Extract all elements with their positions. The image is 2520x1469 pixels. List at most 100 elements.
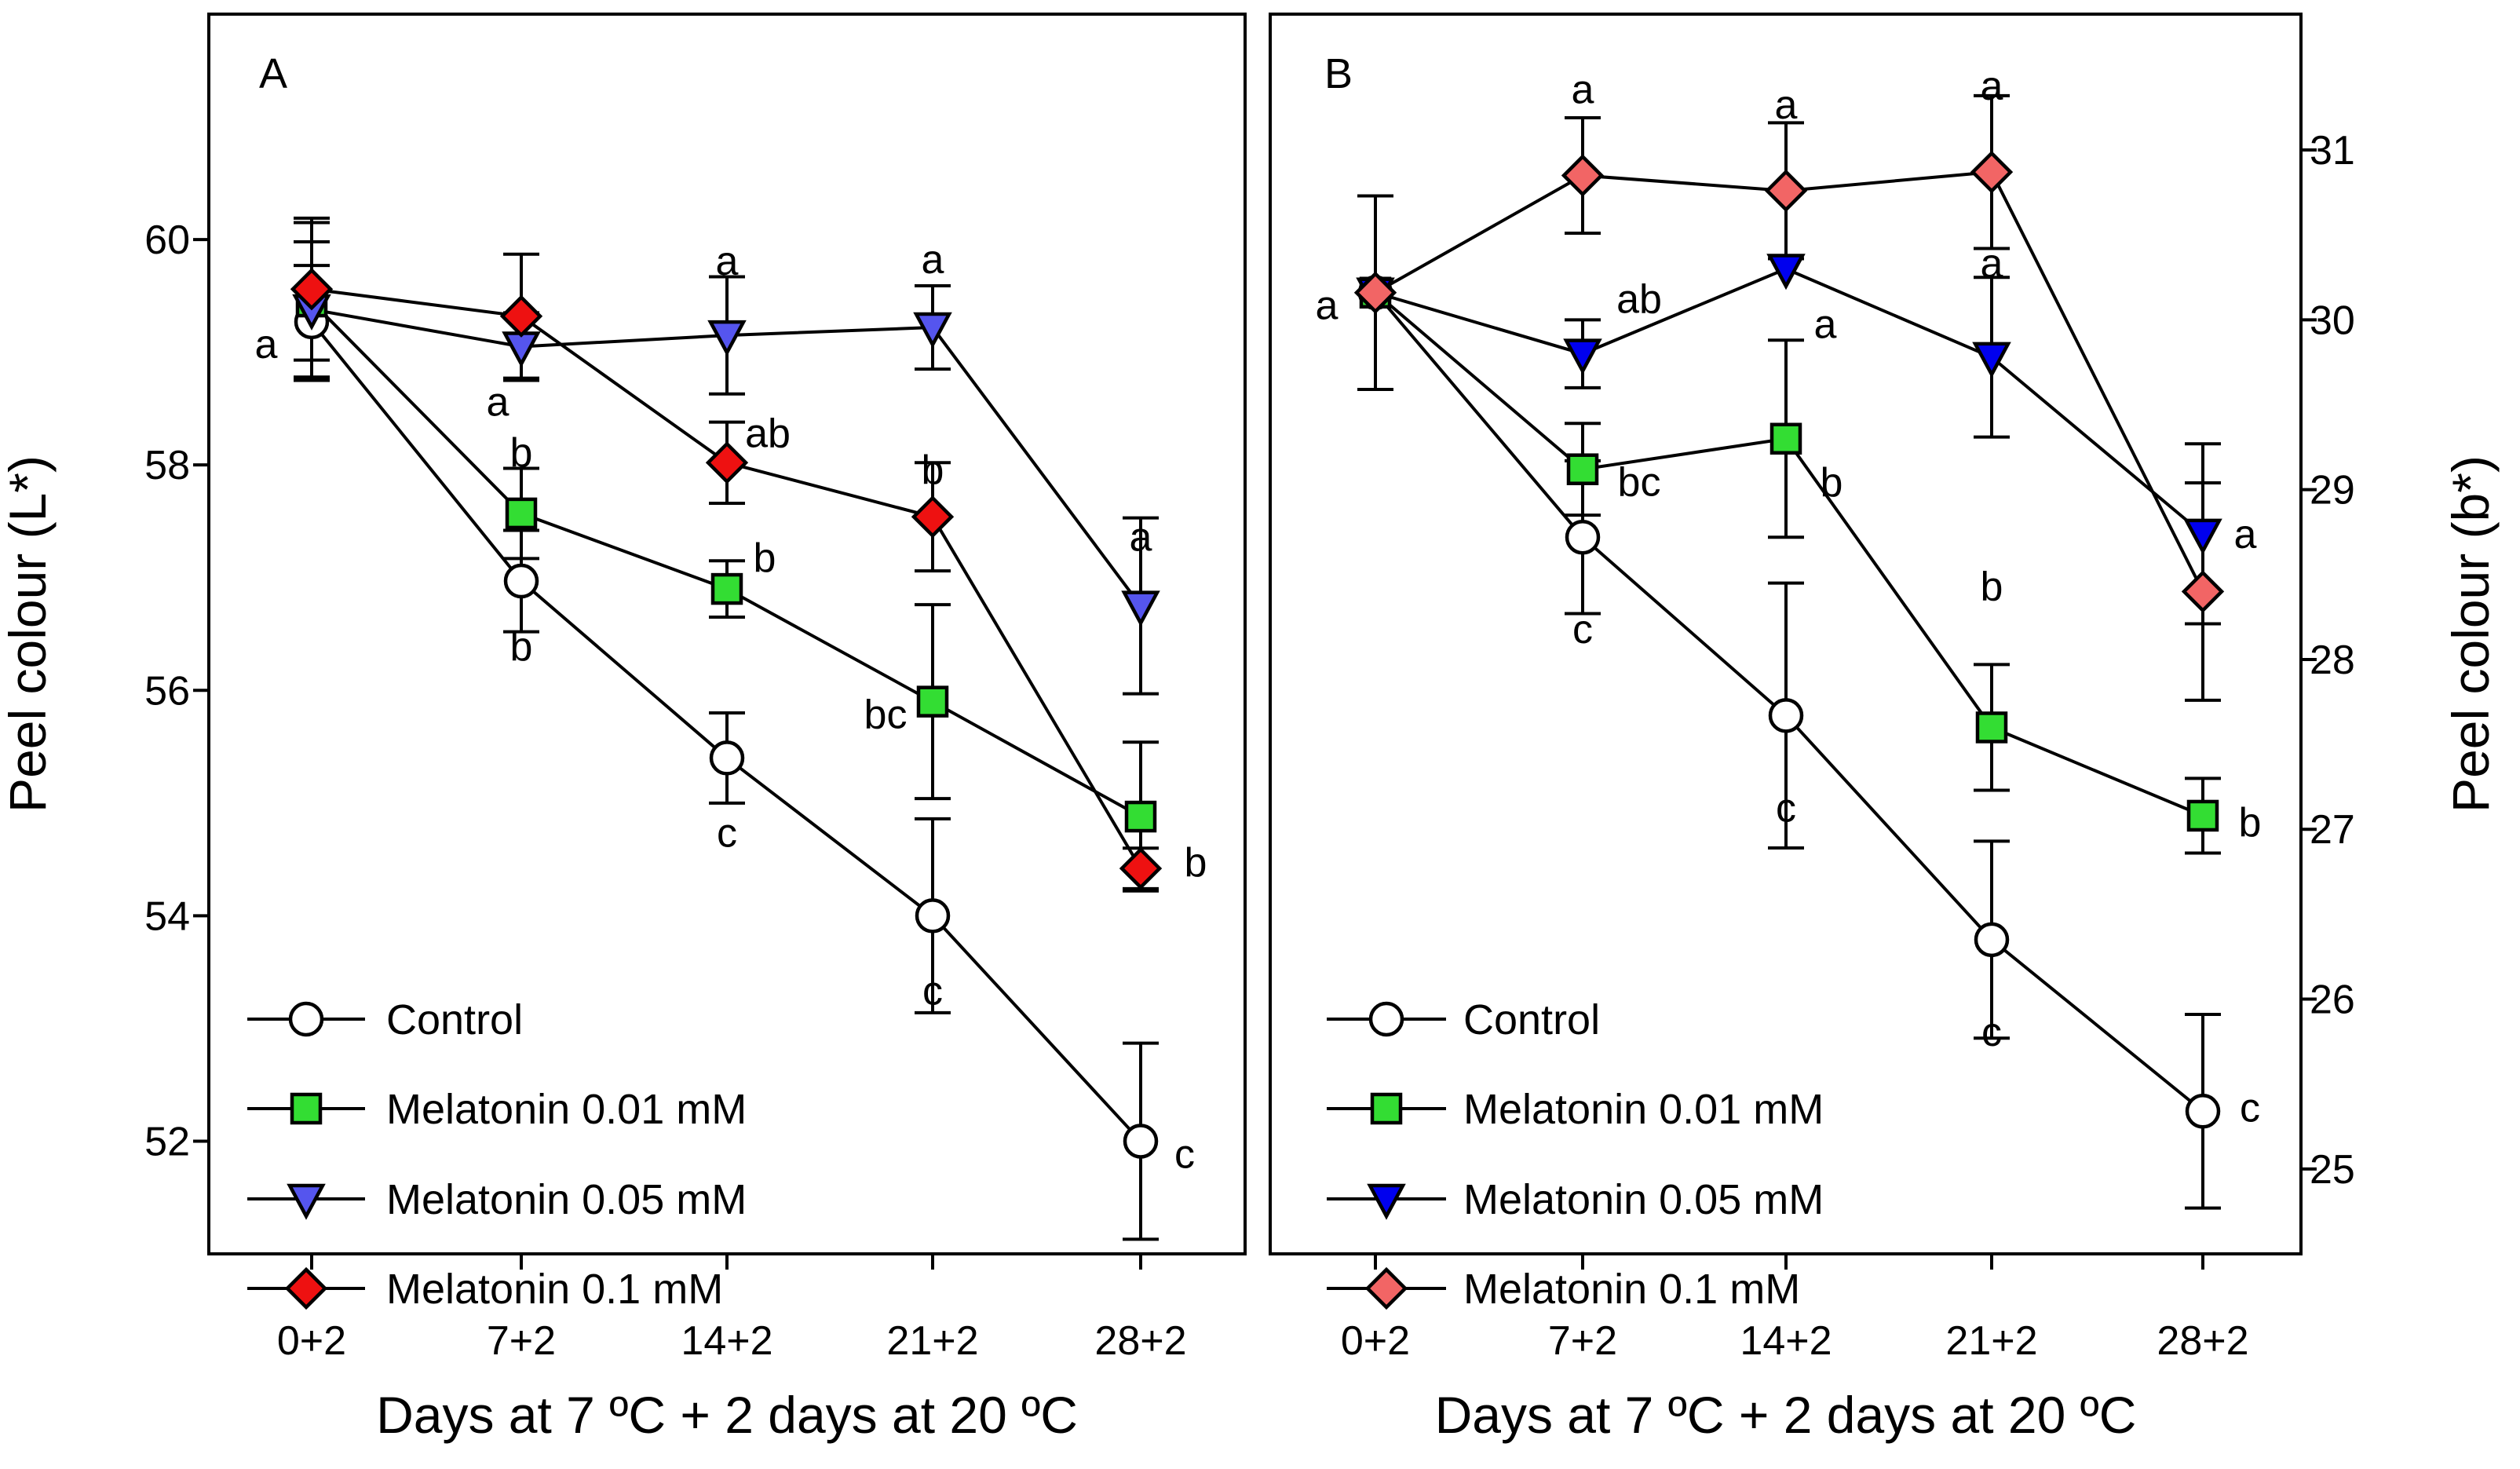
legend-label: Melatonin 0.01 mM [1463, 1086, 1824, 1133]
x-tick-label: 28+2 [1094, 1318, 1186, 1364]
significance-letter: b [1821, 460, 1843, 506]
y-axis-title: Peel colour (b*) [2441, 455, 2500, 813]
data-point-melatonin-0-01-mm [710, 572, 743, 605]
y-tick-label: 25 [2310, 1147, 2355, 1193]
y-tick-label: 54 [144, 893, 190, 939]
significance-letter: a [1981, 241, 2003, 287]
significance-letter: a [1130, 515, 1152, 561]
legend-label: Melatonin 0.01 mM [386, 1086, 747, 1133]
legend-item-melatonin-0-1-mm: Melatonin 0.1 mM [1327, 1266, 1800, 1313]
significance-letter: c [1174, 1131, 1195, 1177]
y-tick-label: 26 [2310, 978, 2355, 1023]
panel-label: B [1324, 50, 1353, 97]
data-point-control [709, 740, 745, 776]
x-axis-title: Days at 7 ºC + 2 days at 20 ºC [1435, 1386, 2137, 1444]
significance-letter: c [1572, 607, 1593, 652]
data-point-control [1565, 519, 1601, 555]
data-point-control [2185, 1094, 2221, 1129]
significance-letter: b [510, 624, 533, 670]
significance-letter: ab [745, 411, 791, 456]
y-tick-label: 29 [2310, 468, 2355, 513]
data-point-control [1974, 922, 2010, 958]
y-tick-label: 60 [144, 217, 190, 263]
significance-letter: a [487, 379, 509, 425]
data-point-melatonin-0-1-mm [1561, 154, 1605, 197]
data-point-melatonin-0-1-mm [1764, 169, 1808, 213]
y-tick-label: 58 [144, 443, 190, 488]
significance-letter: a [716, 239, 739, 284]
series-line-melatonin-0-05-mm [1375, 267, 2204, 535]
data-point-melatonin-0-1-mm [290, 268, 334, 311]
x-tick-label: 14+2 [681, 1318, 772, 1364]
y-axis-title: Peel colour (L*) [0, 455, 57, 813]
legend-item-melatonin-0-01-mm: Melatonin 0.01 mM [1327, 1086, 1824, 1133]
data-point-melatonin-0-01-mm [1566, 453, 1599, 485]
data-point-control [1123, 1124, 1159, 1159]
significance-letter: a [1316, 283, 1339, 329]
legend-label: Melatonin 0.05 mM [386, 1176, 747, 1223]
significance-letter: a [1572, 67, 1594, 112]
significance-letter: a [922, 237, 944, 283]
data-point-melatonin-0-1-mm [1970, 150, 2014, 194]
data-point-melatonin-0-01-mm [505, 497, 538, 530]
legend-marker [290, 1092, 323, 1125]
legend-marker [1368, 1001, 1404, 1037]
data-point-melatonin-0-05-mm [707, 320, 747, 356]
y-tick-label: 30 [2310, 298, 2355, 343]
y-tick-label: 52 [144, 1119, 190, 1164]
data-point-melatonin-0-05-mm [2183, 518, 2222, 555]
legend-label: Control [386, 996, 523, 1043]
data-point-control [915, 898, 951, 934]
data-point-melatonin-0-05-mm [913, 312, 952, 349]
data-point-melatonin-0-01-mm [1124, 800, 1157, 833]
significance-letter: b [1185, 840, 1207, 886]
legend-marker [288, 1001, 324, 1037]
legend-item-control: Control [247, 996, 523, 1043]
data-point-melatonin-0-05-mm [502, 331, 541, 368]
legend-item-control: Control [1327, 996, 1600, 1043]
data-point-melatonin-0-01-mm [1975, 711, 2008, 744]
data-point-melatonin-0-1-mm [1353, 271, 1397, 314]
significance-letter: bc [864, 692, 908, 738]
significance-letter: b [922, 448, 944, 493]
significance-letter: a [255, 322, 278, 367]
legend-label: Melatonin 0.1 mM [386, 1266, 723, 1313]
legend-marker [1367, 1183, 1406, 1220]
x-tick-label: 0+2 [277, 1318, 346, 1364]
legend-marker [287, 1183, 326, 1220]
data-point-melatonin-0-1-mm [911, 495, 955, 539]
panel-a: 52 54 56 58 60 0+2 7+2 14+2 21+2 28+2 Days at 7 ºC… [0, 13, 1247, 1444]
significance-letter: ab [1616, 277, 1662, 323]
significance-letter: a [1981, 64, 2003, 109]
significance-letter: c [1776, 785, 1796, 831]
legend-item-melatonin-0-01-mm: Melatonin 0.01 mM [247, 1086, 747, 1133]
x-tick-label: 21+2 [1945, 1318, 2037, 1364]
legend-item-melatonin-0-1-mm: Melatonin 0.1 mM [247, 1266, 723, 1313]
data-point-melatonin-0-01-mm [2186, 799, 2219, 832]
data-point-melatonin-0-1-mm [2181, 570, 2225, 613]
plot-frame [207, 13, 1247, 1255]
data-point-melatonin-0-05-mm [1972, 342, 2011, 378]
significance-letter: b [754, 535, 776, 581]
data-point-melatonin-0-1-mm [705, 441, 749, 484]
data-point-melatonin-0-05-mm [1563, 338, 1602, 375]
significance-letter: b [1981, 564, 2003, 609]
panel-label: A [259, 50, 287, 97]
x-tick-label: 0+2 [1341, 1318, 1410, 1364]
significance-letter: c [922, 968, 943, 1014]
data-point-melatonin-0-01-mm [916, 685, 949, 718]
y-tick-label: 56 [144, 668, 190, 714]
data-point-melatonin-0-05-mm [1766, 254, 1806, 291]
series-line-melatonin-0-1-mm [1375, 170, 2204, 593]
data-point-melatonin-0-01-mm [1769, 422, 1802, 455]
x-axis-title: Days at 7 ºC + 2 days at 20 ºC [376, 1386, 1078, 1444]
legend-label: Control [1463, 996, 1600, 1043]
y-tick-label: 28 [2310, 638, 2355, 683]
data-point-melatonin-0-1-mm [1119, 846, 1163, 890]
y-tick-label: 31 [2310, 128, 2355, 174]
x-tick-label: 14+2 [1740, 1318, 1832, 1364]
x-tick-label: 7+2 [487, 1318, 556, 1364]
series-line-melatonin-0-01-mm [1374, 291, 2204, 817]
x-tick-label: 7+2 [1548, 1318, 1617, 1364]
